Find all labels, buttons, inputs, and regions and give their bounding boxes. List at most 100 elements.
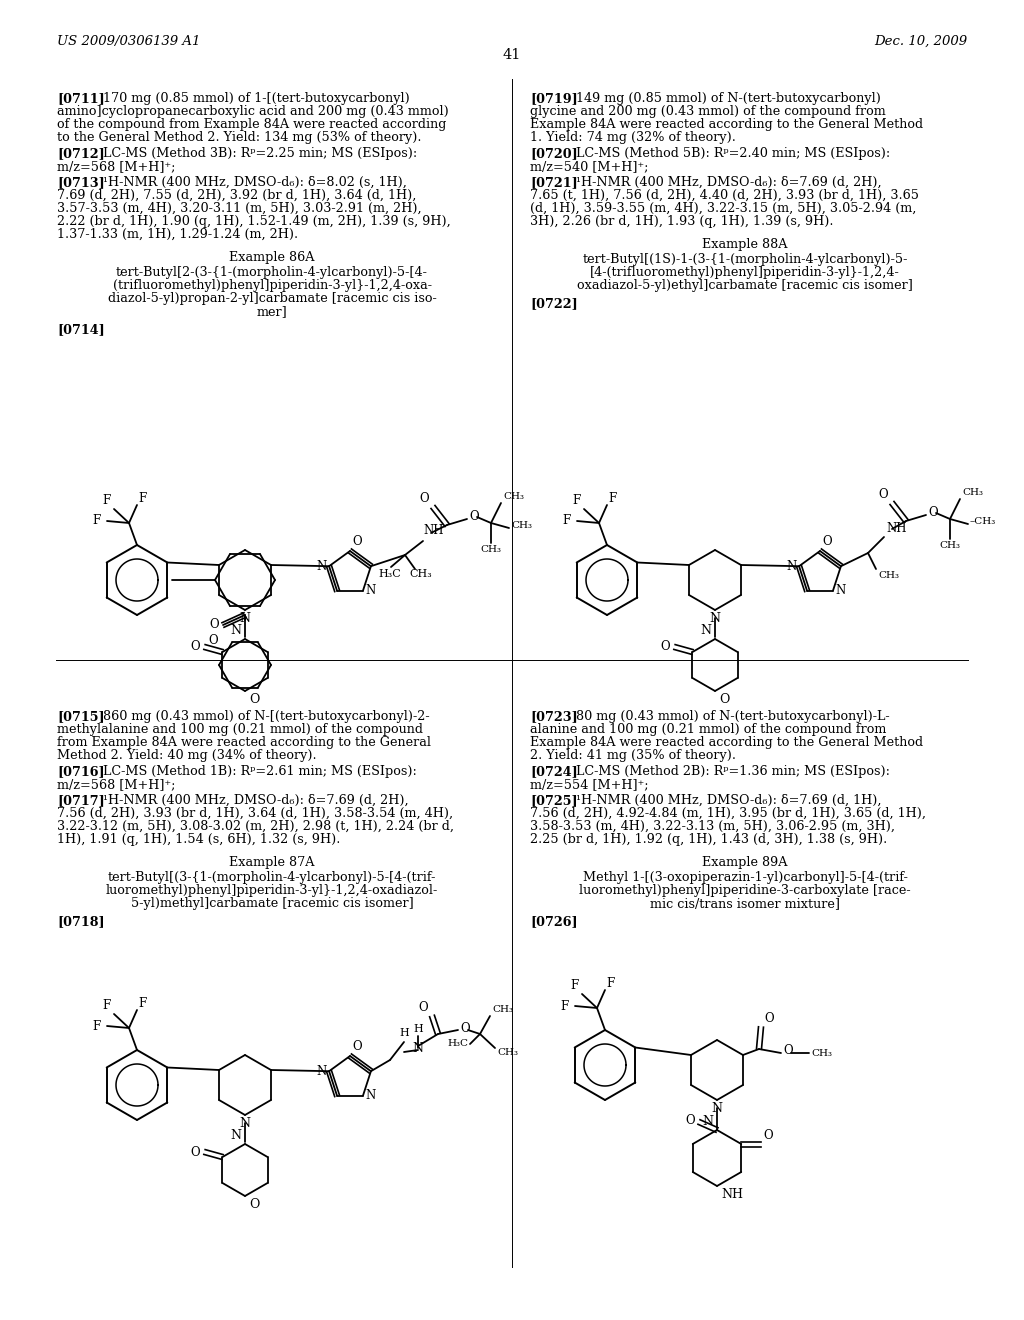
Text: 1H), 1.91 (q, 1H), 1.54 (s, 6H), 1.32 (s, 9H).: 1H), 1.91 (q, 1H), 1.54 (s, 6H), 1.32 (s… [57,833,340,846]
Text: O: O [685,1114,695,1126]
Text: F: F [102,999,111,1012]
Text: 2.22 (br d, 1H), 1.90 (q, 1H), 1.52-1.49 (m, 2H), 1.39 (s, 9H),: 2.22 (br d, 1H), 1.90 (q, 1H), 1.52-1.49… [57,215,451,228]
Text: N: N [702,1115,713,1129]
Text: Example 88A: Example 88A [702,238,787,251]
Text: O: O [249,1199,259,1210]
Text: F: F [138,492,146,506]
Text: 3.58-3.53 (m, 4H), 3.22-3.13 (m, 5H), 3.06-2.95 (m, 3H),: 3.58-3.53 (m, 4H), 3.22-3.13 (m, 5H), 3.… [530,820,895,833]
Text: 7.69 (d, 2H), 7.55 (d, 2H), 3.92 (br d, 1H), 3.64 (d, 1H),: 7.69 (d, 2H), 7.55 (d, 2H), 3.92 (br d, … [57,189,417,202]
Text: F: F [606,977,614,990]
Text: O: O [249,693,259,706]
Text: LC-MS (Method 1B): Rᵖ=2.61 min; MS (ESIpos):: LC-MS (Method 1B): Rᵖ=2.61 min; MS (ESIp… [103,766,417,777]
Text: Example 84A were reacted according to the General Method: Example 84A were reacted according to th… [530,737,923,748]
Text: N: N [786,560,797,573]
Text: 3H), 2.26 (br d, 1H), 1.93 (q, 1H), 1.39 (s, 9H).: 3H), 2.26 (br d, 1H), 1.93 (q, 1H), 1.39… [530,215,834,228]
Text: O: O [660,640,671,653]
Text: luoromethyl)phenyl]piperidin-3-yl}-1,2,4-oxadiazol-: luoromethyl)phenyl]piperidin-3-yl}-1,2,4… [105,884,438,898]
Text: 2. Yield: 41 mg (35% of theory).: 2. Yield: 41 mg (35% of theory). [530,748,736,762]
Text: –CH₃: –CH₃ [970,517,996,527]
Text: N: N [240,612,251,624]
Text: alanine and 100 mg (0.21 mmol) of the compound from: alanine and 100 mg (0.21 mmol) of the co… [530,723,887,737]
Text: 80 mg (0.43 mmol) of N-(tert-butoxycarbonyl)-L-: 80 mg (0.43 mmol) of N-(tert-butoxycarbo… [575,710,890,723]
Text: H: H [399,1028,409,1038]
Text: Method 2. Yield: 40 mg (34% of theory).: Method 2. Yield: 40 mg (34% of theory). [57,748,316,762]
Text: [0711]: [0711] [57,92,104,106]
Text: 1. Yield: 74 mg (32% of theory).: 1. Yield: 74 mg (32% of theory). [530,131,736,144]
Text: H₃C: H₃C [378,569,401,579]
Text: N: N [413,1041,424,1055]
Text: F: F [138,997,146,1010]
Text: CH₃: CH₃ [492,1005,513,1014]
Text: [0720]: [0720] [530,147,578,160]
Text: diazol-5-yl)propan-2-yl]carbamate [racemic cis iso-: diazol-5-yl)propan-2-yl]carbamate [racem… [108,292,436,305]
Text: O: O [419,1001,428,1014]
Text: N: N [700,624,711,638]
Text: O: O [209,619,219,631]
Text: N: N [835,585,845,597]
Text: CH₃: CH₃ [511,521,532,531]
Text: [4-(trifluoromethyl)phenyl]piperidin-3-yl}-1,2,4-: [4-(trifluoromethyl)phenyl]piperidin-3-y… [590,267,900,279]
Text: CH₃: CH₃ [939,541,961,550]
Text: [0725]: [0725] [530,795,578,807]
Text: [0721]: [0721] [530,176,578,189]
Text: 7.56 (d, 2H), 4.92-4.84 (m, 1H), 3.95 (br d, 1H), 3.65 (d, 1H),: 7.56 (d, 2H), 4.92-4.84 (m, 1H), 3.95 (b… [530,807,926,820]
Text: [0724]: [0724] [530,766,578,777]
Text: O: O [469,511,478,524]
Text: m/z=554 [M+H]⁺;: m/z=554 [M+H]⁺; [530,777,648,791]
Text: O: O [208,634,218,647]
Text: LC-MS (Method 5B): Rᵖ=2.40 min; MS (ESIpos):: LC-MS (Method 5B): Rᵖ=2.40 min; MS (ESIp… [575,147,890,160]
Text: F: F [561,999,569,1012]
Text: CH₃: CH₃ [962,488,983,498]
Text: 7.65 (t, 1H), 7.56 (d, 2H), 4.40 (d, 2H), 3.93 (br d, 1H), 3.65: 7.65 (t, 1H), 7.56 (d, 2H), 4.40 (d, 2H)… [530,189,919,202]
Text: US 2009/0306139 A1: US 2009/0306139 A1 [57,36,201,48]
Text: [0717]: [0717] [57,795,104,807]
Text: tert-Butyl[(1S)-1-(3-{1-(morpholin-4-ylcarbonyl)-5-: tert-Butyl[(1S)-1-(3-{1-(morpholin-4-ylc… [583,253,907,267]
Text: O: O [352,1040,361,1053]
Text: [0723]: [0723] [530,710,578,723]
Text: CH₃: CH₃ [497,1048,518,1057]
Text: (d, 1H), 3.59-3.55 (m, 4H), 3.22-3.15 (m, 5H), 3.05-2.94 (m,: (d, 1H), 3.59-3.55 (m, 4H), 3.22-3.15 (m… [530,202,916,215]
Text: N: N [712,1102,723,1115]
Text: amino]cyclopropanecarboxylic acid and 200 mg (0.43 mmol): amino]cyclopropanecarboxylic acid and 20… [57,106,449,117]
Text: O: O [420,492,429,506]
Text: of the compound from Example 84A were reacted according: of the compound from Example 84A were re… [57,117,446,131]
Text: F: F [93,1019,101,1032]
Text: F: F [93,515,101,528]
Text: N: N [316,1065,327,1077]
Text: LC-MS (Method 3B): Rᵖ=2.25 min; MS (ESIpos):: LC-MS (Method 3B): Rᵖ=2.25 min; MS (ESIp… [103,147,417,160]
Text: mer]: mer] [257,305,288,318]
Text: from Example 84A were reacted according to the General: from Example 84A were reacted according … [57,737,431,748]
Text: Example 89A: Example 89A [702,855,787,869]
Text: tert-Butyl[(3-{1-(morpholin-4-ylcarbonyl)-5-[4-(trif-: tert-Butyl[(3-{1-(morpholin-4-ylcarbonyl… [108,871,436,884]
Text: [0722]: [0722] [530,297,578,310]
Text: methylalanine and 100 mg (0.21 mmol) of the compound: methylalanine and 100 mg (0.21 mmol) of … [57,723,423,737]
Text: 1.37-1.33 (m, 1H), 1.29-1.24 (m, 2H).: 1.37-1.33 (m, 1H), 1.29-1.24 (m, 2H). [57,228,298,242]
Text: 2.25 (br d, 1H), 1.92 (q, 1H), 1.43 (d, 3H), 1.38 (s, 9H).: 2.25 (br d, 1H), 1.92 (q, 1H), 1.43 (d, … [530,833,887,846]
Text: glycine and 200 mg (0.43 mmol) of the compound from: glycine and 200 mg (0.43 mmol) of the co… [530,106,886,117]
Text: [0713]: [0713] [57,176,104,189]
Text: N: N [230,1129,241,1142]
Text: N: N [230,624,241,638]
Text: to the General Method 2. Yield: 134 mg (53% of theory).: to the General Method 2. Yield: 134 mg (… [57,131,422,144]
Text: N: N [316,560,327,573]
Text: ¹H-NMR (400 MHz, DMSO-d₆): δ=8.02 (s, 1H),: ¹H-NMR (400 MHz, DMSO-d₆): δ=8.02 (s, 1H… [103,176,407,189]
Text: 149 mg (0.85 mmol) of N-(tert-butoxycarbonyl): 149 mg (0.85 mmol) of N-(tert-butoxycarb… [575,92,881,106]
Text: ¹H-NMR (400 MHz, DMSO-d₆): δ=7.69 (d, 2H),: ¹H-NMR (400 MHz, DMSO-d₆): δ=7.69 (d, 2H… [575,176,882,189]
Text: O: O [764,1012,773,1026]
Text: H₃C: H₃C [447,1040,468,1048]
Text: oxadiazol-5-yl)ethyl]carbamate [racemic cis isomer]: oxadiazol-5-yl)ethyl]carbamate [racemic … [578,279,913,292]
Text: F: F [572,494,581,507]
Text: O: O [763,1129,773,1142]
Text: 7.56 (d, 2H), 3.93 (br d, 1H), 3.64 (d, 1H), 3.58-3.54 (m, 4H),: 7.56 (d, 2H), 3.93 (br d, 1H), 3.64 (d, … [57,807,454,820]
Text: N: N [365,1089,375,1102]
Text: O: O [879,488,888,502]
Text: F: F [102,494,111,507]
Text: NH: NH [886,521,906,535]
Text: Example 86A: Example 86A [229,251,314,264]
Text: [0714]: [0714] [57,323,104,337]
Text: m/z=568 [M+H]⁺;: m/z=568 [M+H]⁺; [57,777,175,791]
Text: O: O [352,535,361,548]
Text: mic cis/trans isomer mixture]: mic cis/trans isomer mixture] [650,898,840,909]
Text: O: O [460,1022,470,1035]
Text: Example 87A: Example 87A [229,855,314,869]
